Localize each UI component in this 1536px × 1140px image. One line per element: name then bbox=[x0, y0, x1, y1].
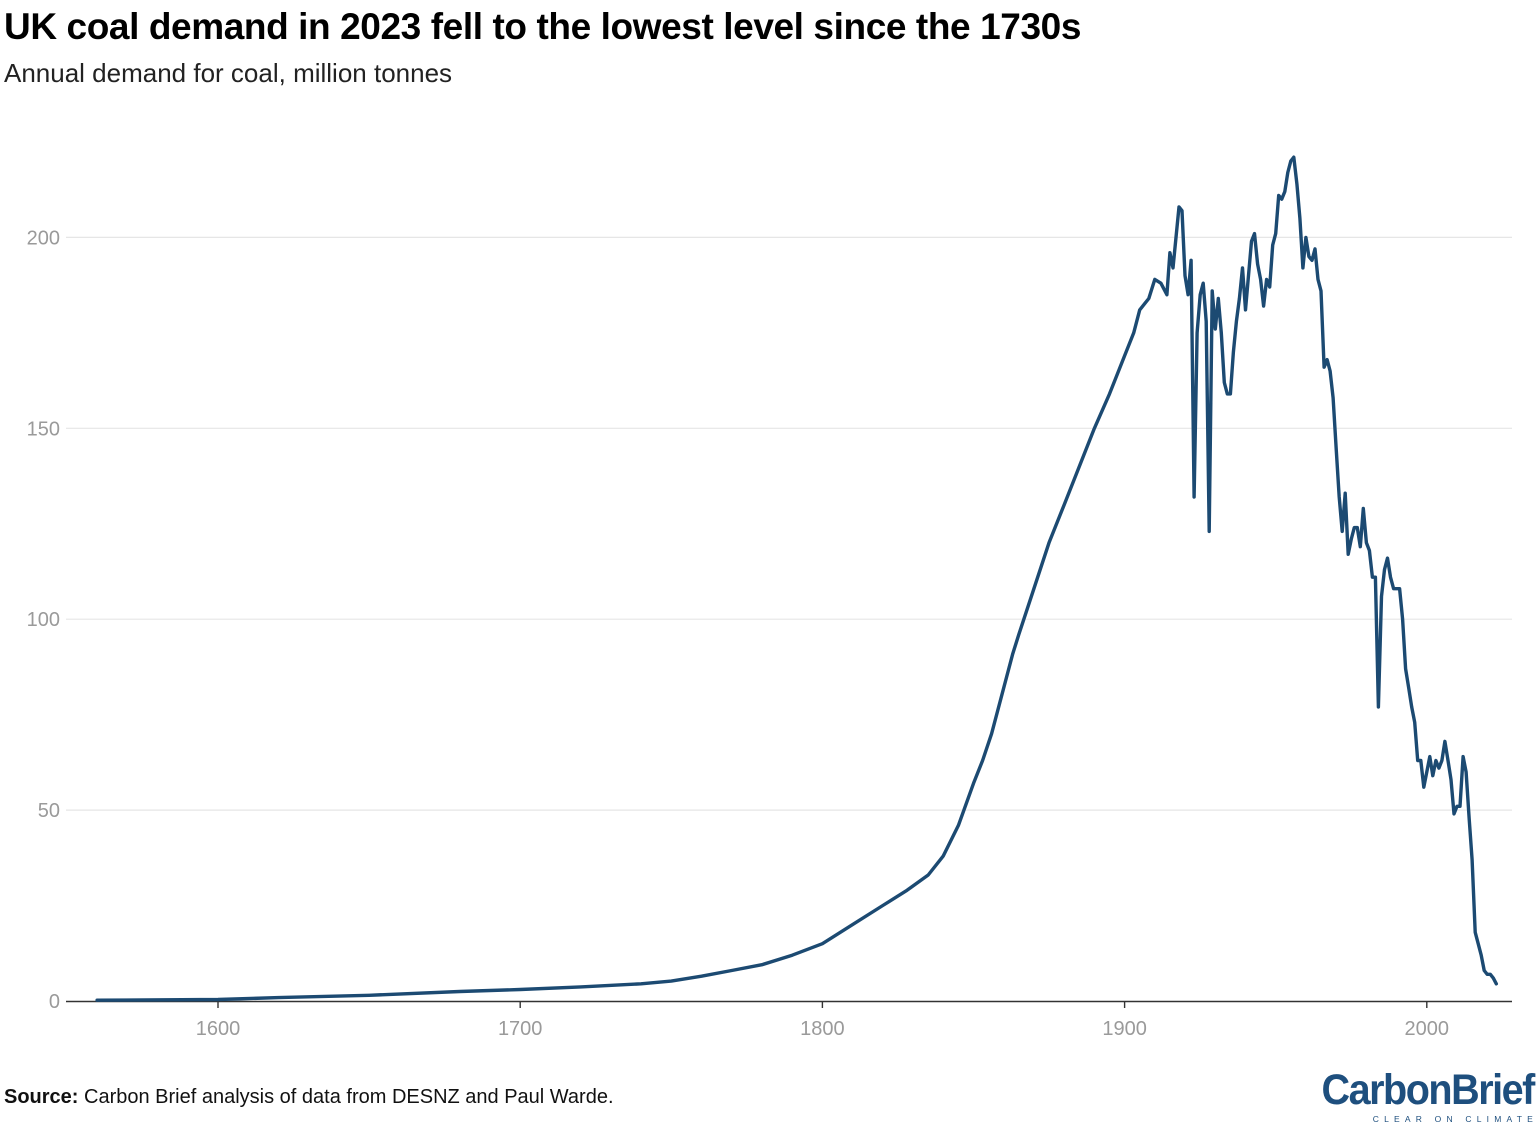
y-tick-label-50: 50 bbox=[38, 800, 60, 822]
gridlines bbox=[66, 236, 1512, 811]
x-tick-label-1900: 1900 bbox=[1102, 1018, 1147, 1040]
series-line-coal-demand bbox=[95, 155, 1498, 1002]
x-tick-label-1700: 1700 bbox=[498, 1018, 543, 1040]
y-tick-label-0: 0 bbox=[49, 991, 60, 1013]
y-tick-label-200: 200 bbox=[27, 227, 60, 249]
source-note: Source: Carbon Brief analysis of data fr… bbox=[4, 1086, 614, 1109]
x-axis: 1600 1700 1800 1900 2000 bbox=[66, 1000, 1512, 1040]
logo-wordmark: CarbonBrief bbox=[1321, 1066, 1536, 1114]
x-tick-label-2000: 2000 bbox=[1405, 1018, 1450, 1040]
series-layer bbox=[95, 155, 1498, 1002]
chart-subtitle: Annual demand for coal, million tonnes bbox=[4, 58, 453, 88]
y-tick-label-150: 150 bbox=[27, 418, 60, 440]
y-axis-tick-labels: 0 50 100 150 200 bbox=[27, 227, 60, 1013]
carbon-brief-logo: CarbonBrief CLEAR ON CLIMATE bbox=[1303, 1066, 1536, 1124]
source-text: Carbon Brief analysis of data from DESNZ… bbox=[78, 1086, 614, 1108]
y-tick-label-100: 100 bbox=[27, 609, 60, 631]
chart-title: UK coal demand in 2023 fell to the lowes… bbox=[4, 6, 1081, 47]
logo-tagline: CLEAR ON CLIMATE bbox=[1372, 1114, 1536, 1124]
x-tick-label-1600: 1600 bbox=[196, 1018, 241, 1040]
source-label: Source: bbox=[4, 1086, 79, 1108]
x-tick-label-1800: 1800 bbox=[800, 1018, 845, 1040]
